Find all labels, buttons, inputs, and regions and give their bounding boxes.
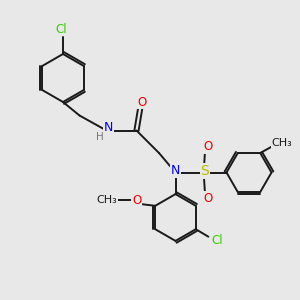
Text: CH₃: CH₃ <box>272 138 292 148</box>
Text: N: N <box>104 121 113 134</box>
Text: Cl: Cl <box>55 23 67 36</box>
Text: S: S <box>200 164 209 178</box>
Text: O: O <box>138 96 147 109</box>
Text: CH₃: CH₃ <box>96 195 117 206</box>
Text: O: O <box>204 191 213 205</box>
Text: Cl: Cl <box>212 234 223 247</box>
Text: O: O <box>204 140 213 154</box>
Text: H: H <box>96 132 104 142</box>
Text: N: N <box>171 164 180 178</box>
Text: O: O <box>132 194 141 207</box>
